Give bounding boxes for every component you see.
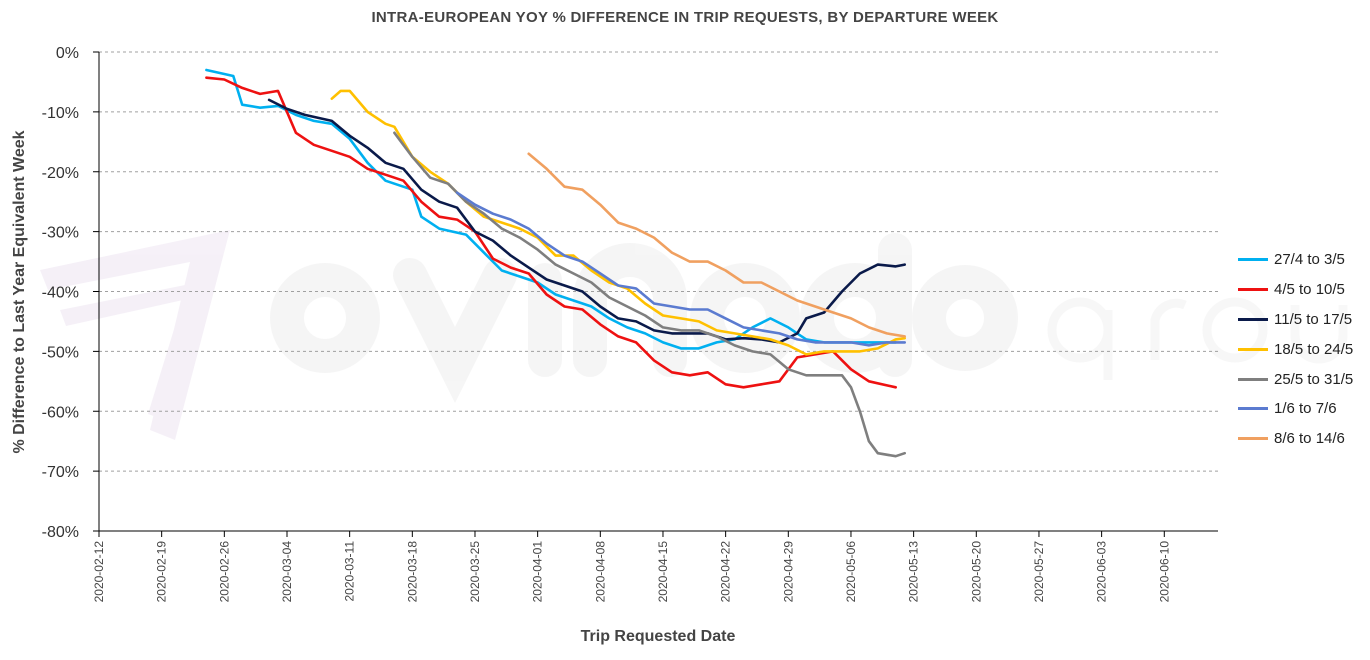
legend-swatch bbox=[1238, 288, 1268, 292]
chart-title: INTRA-EUROPEAN YOY % DIFFERENCE IN TRIP … bbox=[371, 9, 999, 26]
x-tick-label: 2020-05-27 bbox=[1032, 541, 1046, 603]
x-tick-label: 2020-03-11 bbox=[343, 541, 357, 602]
legend-swatch bbox=[1238, 437, 1268, 441]
x-tick-labels: 2020-02-12 2020-02-19 2020-02-26 2020-03-04… bbox=[92, 541, 1171, 603]
x-tick-label: 2020-04-22 bbox=[719, 541, 733, 603]
x-tick-label: 2020-03-18 bbox=[405, 541, 419, 603]
x-tick-label: 2020-03-04 bbox=[280, 541, 294, 603]
x-tick-label: 2020-06-10 bbox=[1157, 541, 1171, 603]
axes bbox=[98, 52, 1218, 537]
legend-item: 8/6 to 14/6 bbox=[1238, 424, 1353, 454]
x-axis-title: Trip Requested Date bbox=[581, 628, 736, 645]
x-tick-label: 2020-04-15 bbox=[656, 541, 670, 603]
legend-item: 4/5 to 10/5 bbox=[1238, 275, 1353, 305]
x-tick-label: 2020-04-01 bbox=[531, 541, 545, 603]
legend-label: 25/5 to 31/5 bbox=[1274, 370, 1354, 388]
legend-item: 1/6 to 7/6 bbox=[1238, 394, 1353, 424]
legend-label: 27/4 to 3/5 bbox=[1274, 251, 1345, 269]
x-tick-label: 2020-05-13 bbox=[907, 541, 921, 603]
y-tick-label: -20% bbox=[42, 165, 79, 182]
legend-swatch bbox=[1238, 407, 1268, 411]
legend-item: 18/5 to 24/5 bbox=[1238, 334, 1353, 364]
y-tick-label: -70% bbox=[42, 464, 79, 481]
legend-item: 25/5 to 31/5 bbox=[1238, 364, 1353, 394]
legend-swatch bbox=[1238, 317, 1268, 321]
legend-swatch bbox=[1238, 377, 1268, 381]
series-lines bbox=[205, 68, 907, 458]
x-tick-label: 2020-02-12 bbox=[92, 541, 106, 603]
series-line-3 bbox=[267, 98, 907, 344]
x-tick-label: 2020-05-20 bbox=[969, 541, 983, 603]
gridlines bbox=[93, 51, 1218, 532]
legend-label: 4/5 to 10/5 bbox=[1274, 281, 1345, 299]
x-tick-label: 2020-02-19 bbox=[155, 541, 169, 603]
legend-item: 27/4 to 3/5 bbox=[1238, 245, 1353, 275]
legend: 27/4 to 3/5 4/5 to 10/5 11/5 to 17/5 18/5 t… bbox=[1238, 245, 1353, 454]
legend-swatch bbox=[1238, 258, 1268, 262]
legend-label: 11/5 to 17/5 bbox=[1274, 310, 1353, 328]
series-line-2 bbox=[205, 76, 898, 389]
y-tick-label: 0% bbox=[56, 45, 79, 62]
y-tick-label: -60% bbox=[42, 404, 79, 421]
series-line-6 bbox=[455, 191, 907, 347]
x-tick-label: 2020-04-29 bbox=[781, 541, 795, 603]
y-tick-label: -80% bbox=[42, 524, 79, 541]
legend-item: 11/5 to 17/5 bbox=[1238, 305, 1353, 335]
x-tick-label: 2020-06-03 bbox=[1095, 541, 1109, 603]
y-tick-labels: 0% -10% -20% -30% -40% -50% -60% -70% -80% bbox=[42, 45, 79, 541]
x-tick-label: 2020-04-08 bbox=[593, 541, 607, 603]
series-line-7 bbox=[527, 152, 907, 338]
legend-swatch bbox=[1238, 347, 1268, 351]
y-tick-label: -10% bbox=[42, 105, 79, 122]
x-tick-label: 2020-02-26 bbox=[217, 541, 231, 603]
series-line-1 bbox=[205, 68, 898, 350]
legend-label: 18/5 to 24/5 bbox=[1274, 340, 1354, 358]
series-line-5 bbox=[393, 131, 907, 458]
legend-label: 8/6 to 14/6 bbox=[1274, 430, 1345, 448]
y-axis-title: % Difference to Last Year Equivalent Wee… bbox=[11, 130, 28, 453]
x-tick-label: 2020-05-06 bbox=[844, 541, 858, 603]
y-tick-label: -30% bbox=[42, 225, 79, 242]
legend-label: 1/6 to 7/6 bbox=[1274, 400, 1337, 418]
x-tick-label: 2020-03-25 bbox=[468, 541, 482, 603]
y-tick-label: -50% bbox=[42, 344, 79, 361]
y-tick-label: -40% bbox=[42, 285, 79, 302]
